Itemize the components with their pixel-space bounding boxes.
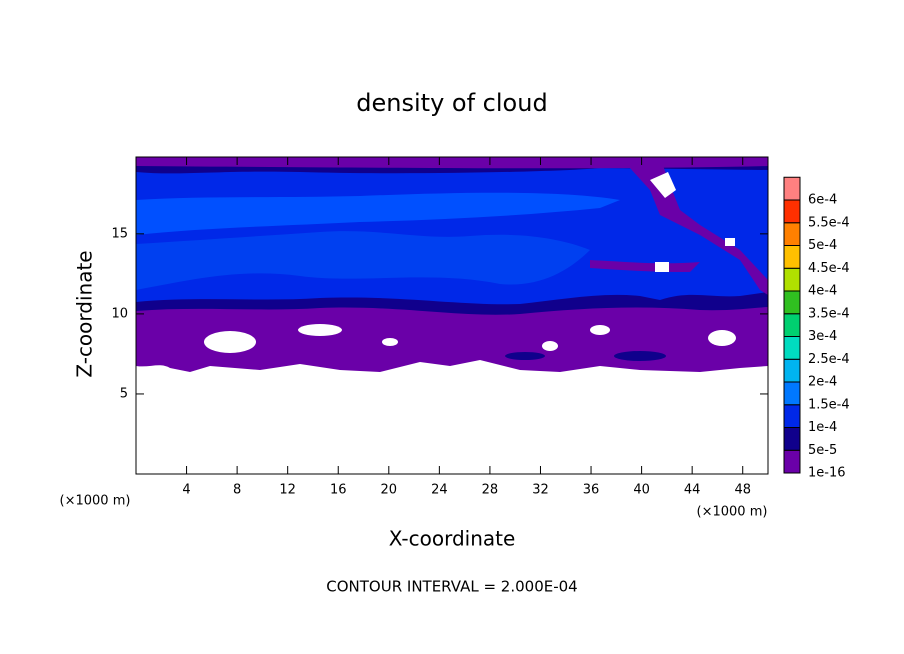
x-tick-label: 32: [532, 483, 549, 498]
colorbar-box: [783, 290, 801, 315]
colorbar-box: [783, 427, 801, 451]
colorbar-label: 4.5e-4: [808, 261, 850, 276]
x-tick-label: 36: [583, 483, 600, 498]
colorbar-box: [783, 222, 801, 246]
y-tick-label: 10: [111, 306, 128, 321]
colorbar-box: [783, 336, 801, 360]
colorbar-box: [783, 381, 801, 406]
colorbar-label: 2.5e-4: [808, 352, 850, 367]
x-tick-label: 40: [633, 483, 650, 498]
x-tick-label: 48: [734, 483, 751, 498]
colorbar-label: 1.5e-4: [808, 397, 850, 412]
colorbar-label: 5.5e-4: [808, 215, 850, 230]
colorbar-box: [783, 267, 801, 292]
colorbar-label: 3.5e-4: [808, 306, 850, 321]
x-tick-label: 4: [182, 483, 190, 498]
x-tick-label: 24: [431, 483, 448, 498]
colorbar-box: [783, 313, 801, 337]
y-unit-label: (×1000 m): [60, 494, 131, 509]
colorbar-label: 5e-5: [808, 443, 837, 458]
x-tick-label: 20: [381, 483, 398, 498]
colorbar-box: [783, 245, 801, 269]
colorbar-label: 6e-4: [808, 193, 837, 208]
y-tick-label: 15: [111, 226, 128, 241]
x-tick-label: 12: [279, 483, 296, 498]
colorbar-box: [783, 449, 801, 474]
colorbar-box: [783, 404, 801, 428]
x-unit-label: (×1000 m): [697, 505, 768, 520]
contour-field: [136, 157, 768, 373]
colorbar-label: 5e-4: [808, 238, 837, 253]
colorbar-label: 3e-4: [808, 329, 837, 344]
x-tick-label: 8: [233, 483, 241, 498]
y-axis-label: Z-coordinate: [73, 250, 97, 377]
x-tick-label: 44: [684, 483, 701, 498]
x-tick-label: 16: [330, 483, 347, 498]
contour-interval: CONTOUR INTERVAL = 2.000E-04: [326, 578, 577, 596]
x-axis-label: X-coordinate: [389, 527, 516, 551]
colorbar-label: 1e-4: [808, 420, 837, 435]
colorbar-label: 1e-16: [808, 466, 846, 481]
colorbar-box: [783, 358, 801, 383]
colorbar-box: [783, 199, 801, 224]
colorbar-label: 2e-4: [808, 375, 837, 390]
plot-frame: [135, 156, 769, 475]
chart-title: density of cloud: [356, 89, 547, 117]
colorbar-label: 4e-4: [808, 284, 837, 299]
x-tick-label: 28: [482, 483, 499, 498]
colorbar-box: [783, 176, 801, 201]
y-tick-label: 5: [120, 386, 128, 401]
